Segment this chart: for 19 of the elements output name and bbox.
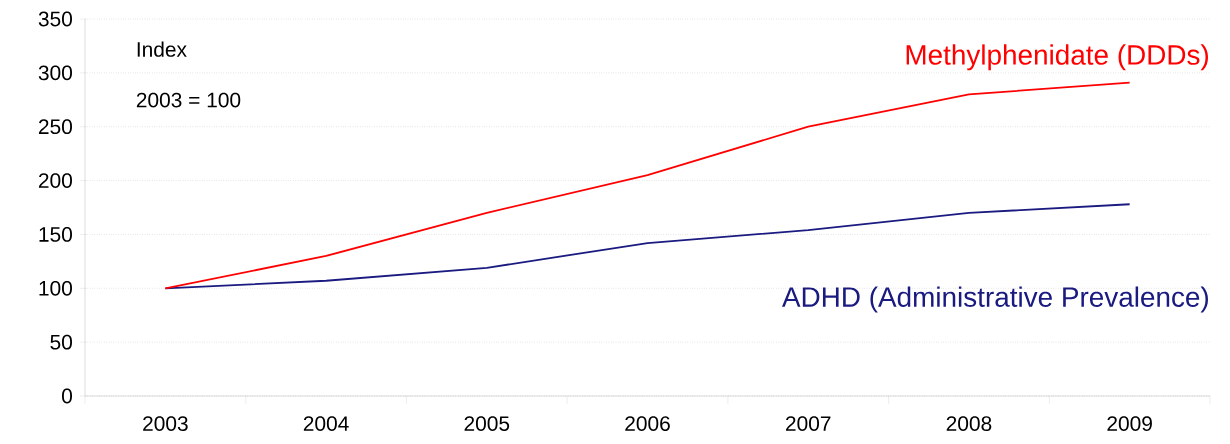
x-tick-label: 2007 [785,416,831,431]
annotation: Index [137,41,187,57]
y-tick-label: 100 [39,280,72,296]
y-tick-label: 250 [38,119,72,135]
y-tick-label: 200 [38,173,72,188]
x-tick-label: 2005 [464,416,510,431]
y-tick-label: 350 [38,11,72,27]
annotation: 2003 = 100 [136,92,241,108]
y-tick-label: 300 [38,65,72,81]
y-tick-label: 0 [62,388,72,404]
series-label: Methylphenidate (DDDs) [906,44,1208,71]
series-label: ADHD (Administrative Prevalence) [781,286,1208,313]
x-tick-label: 2003 [143,416,188,431]
x-tick-label: 2006 [625,416,670,431]
x-tick-label: 2009 [1107,416,1152,431]
y-tick-label: 150 [39,227,72,242]
y-tick-label: 50 [50,334,72,350]
x-tick-label: 2008 [946,416,992,431]
x-tick-label: 2004 [303,416,349,431]
